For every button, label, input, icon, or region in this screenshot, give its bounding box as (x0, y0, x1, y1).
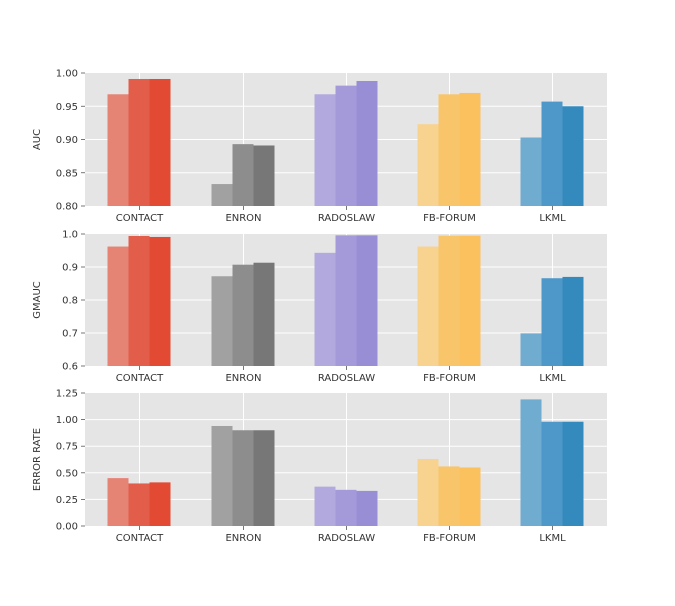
y-tick-label: 0.25 (56, 495, 78, 506)
bar-contact-series-1 (107, 246, 129, 366)
x-tick-label: ENRON (225, 533, 261, 544)
x-tick-label: RADOSLAW (318, 533, 375, 544)
bar-contact-series-1 (107, 94, 129, 206)
y-tick-label: 0.90 (56, 135, 78, 146)
bar-fb-forum-series-1 (417, 246, 439, 366)
x-tick-label: LKML (539, 213, 566, 224)
x-tick-label: ENRON (225, 213, 261, 224)
x-tick-label: RADOSLAW (318, 373, 375, 384)
y-tick-label: 0.75 (56, 442, 78, 453)
y-tick-label: 0.9 (62, 263, 78, 274)
bar-lkml-series-3 (562, 421, 584, 526)
y-tick-label: 1.0 (62, 230, 78, 241)
x-tick-label: CONTACT (116, 373, 164, 384)
panel-error-rate: 0.00 0.25 0.50 0.75 1.00 1.25 CONTACT ENRON RADO… (32, 389, 607, 544)
bar-contact-series-3 (149, 482, 171, 526)
y-tick-label: 0.7 (62, 329, 78, 340)
y-tick-label: 0.80 (56, 202, 78, 213)
y-tick-label: 0.00 (56, 522, 78, 533)
y-tick-label: 1.00 (56, 415, 78, 426)
bar-fb-forum-series-3 (459, 92, 481, 206)
bar-contact-series-2 (128, 483, 150, 526)
bar-fb-forum-series-1 (417, 124, 439, 206)
bar-fb-forum-series-2 (438, 466, 460, 526)
x-tick-label: LKML (539, 373, 566, 384)
x-tick-label: LKML (539, 533, 566, 544)
bar-enron-series-3 (253, 145, 275, 206)
y-axis-label: AUC (32, 129, 43, 150)
x-tick-label: FB-FORUM (423, 213, 476, 224)
bar-lkml-series-1 (520, 137, 542, 206)
bar-enron-series-1 (211, 184, 233, 206)
bar-fb-forum-series-2 (438, 94, 460, 206)
bar-contact-series-1 (107, 478, 129, 526)
bar-enron-series-1 (211, 425, 233, 526)
bar-contact-series-3 (149, 236, 171, 366)
bar-contact-series-3 (149, 78, 171, 206)
bar-radoslaw-series-3 (356, 490, 378, 526)
bar-lkml-series-3 (562, 276, 584, 366)
y-axis-label: GMAUC (32, 281, 43, 319)
bar-fb-forum-series-1 (417, 458, 439, 526)
bar-radoslaw-series-2 (335, 235, 357, 366)
x-tick-label: FB-FORUM (423, 533, 476, 544)
bar-lkml-series-1 (520, 333, 542, 366)
y-axis-label: ERROR RATE (32, 428, 43, 491)
y-tick-label: 0.6 (62, 362, 78, 373)
panel-gmauc: 0.6 0.7 0.8 0.9 1.0 CONTACT ENRON RADOSLAW FB-FO… (32, 230, 607, 384)
bar-radoslaw-series-2 (335, 85, 357, 206)
bar-fb-forum-series-2 (438, 235, 460, 366)
bar-radoslaw-series-1 (314, 94, 336, 206)
bar-radoslaw-series-2 (335, 489, 357, 526)
y-tick-label: 0.50 (56, 468, 78, 479)
bar-enron-series-1 (211, 276, 233, 366)
y-tick-label: 0.8 (62, 296, 78, 307)
y-tick-label: 1.25 (56, 389, 78, 400)
x-tick-label: CONTACT (116, 213, 164, 224)
bar-enron-series-3 (253, 262, 275, 366)
bar-lkml-series-2 (541, 278, 563, 366)
bar-fb-forum-series-3 (459, 467, 481, 526)
bar-contact-series-2 (128, 235, 150, 366)
bar-enron-series-3 (253, 430, 275, 526)
bar-lkml-series-3 (562, 106, 584, 206)
y-tick-label: 0.85 (56, 168, 78, 179)
x-tick-label: RADOSLAW (318, 213, 375, 224)
bar-lkml-series-2 (541, 101, 563, 206)
y-tick-label: 1.00 (56, 69, 78, 80)
bar-lkml-series-2 (541, 421, 563, 526)
bar-radoslaw-series-3 (356, 80, 378, 206)
bar-radoslaw-series-3 (356, 235, 378, 366)
x-tick-label: CONTACT (116, 533, 164, 544)
bar-radoslaw-series-1 (314, 486, 336, 526)
bar-fb-forum-series-3 (459, 235, 481, 366)
x-tick-label: FB-FORUM (423, 373, 476, 384)
panel-auc: 0.80 0.85 0.90 0.95 1.00 CONTACT ENRON RADOSLAW… (32, 69, 607, 224)
bar-enron-series-2 (232, 430, 254, 526)
bar-enron-series-2 (232, 264, 254, 366)
y-tick-label: 0.95 (56, 102, 78, 113)
bar-radoslaw-series-1 (314, 252, 336, 366)
bar-lkml-series-1 (520, 399, 542, 526)
bar-enron-series-2 (232, 144, 254, 206)
bar-contact-series-2 (128, 78, 150, 206)
x-tick-label: ENRON (225, 373, 261, 384)
